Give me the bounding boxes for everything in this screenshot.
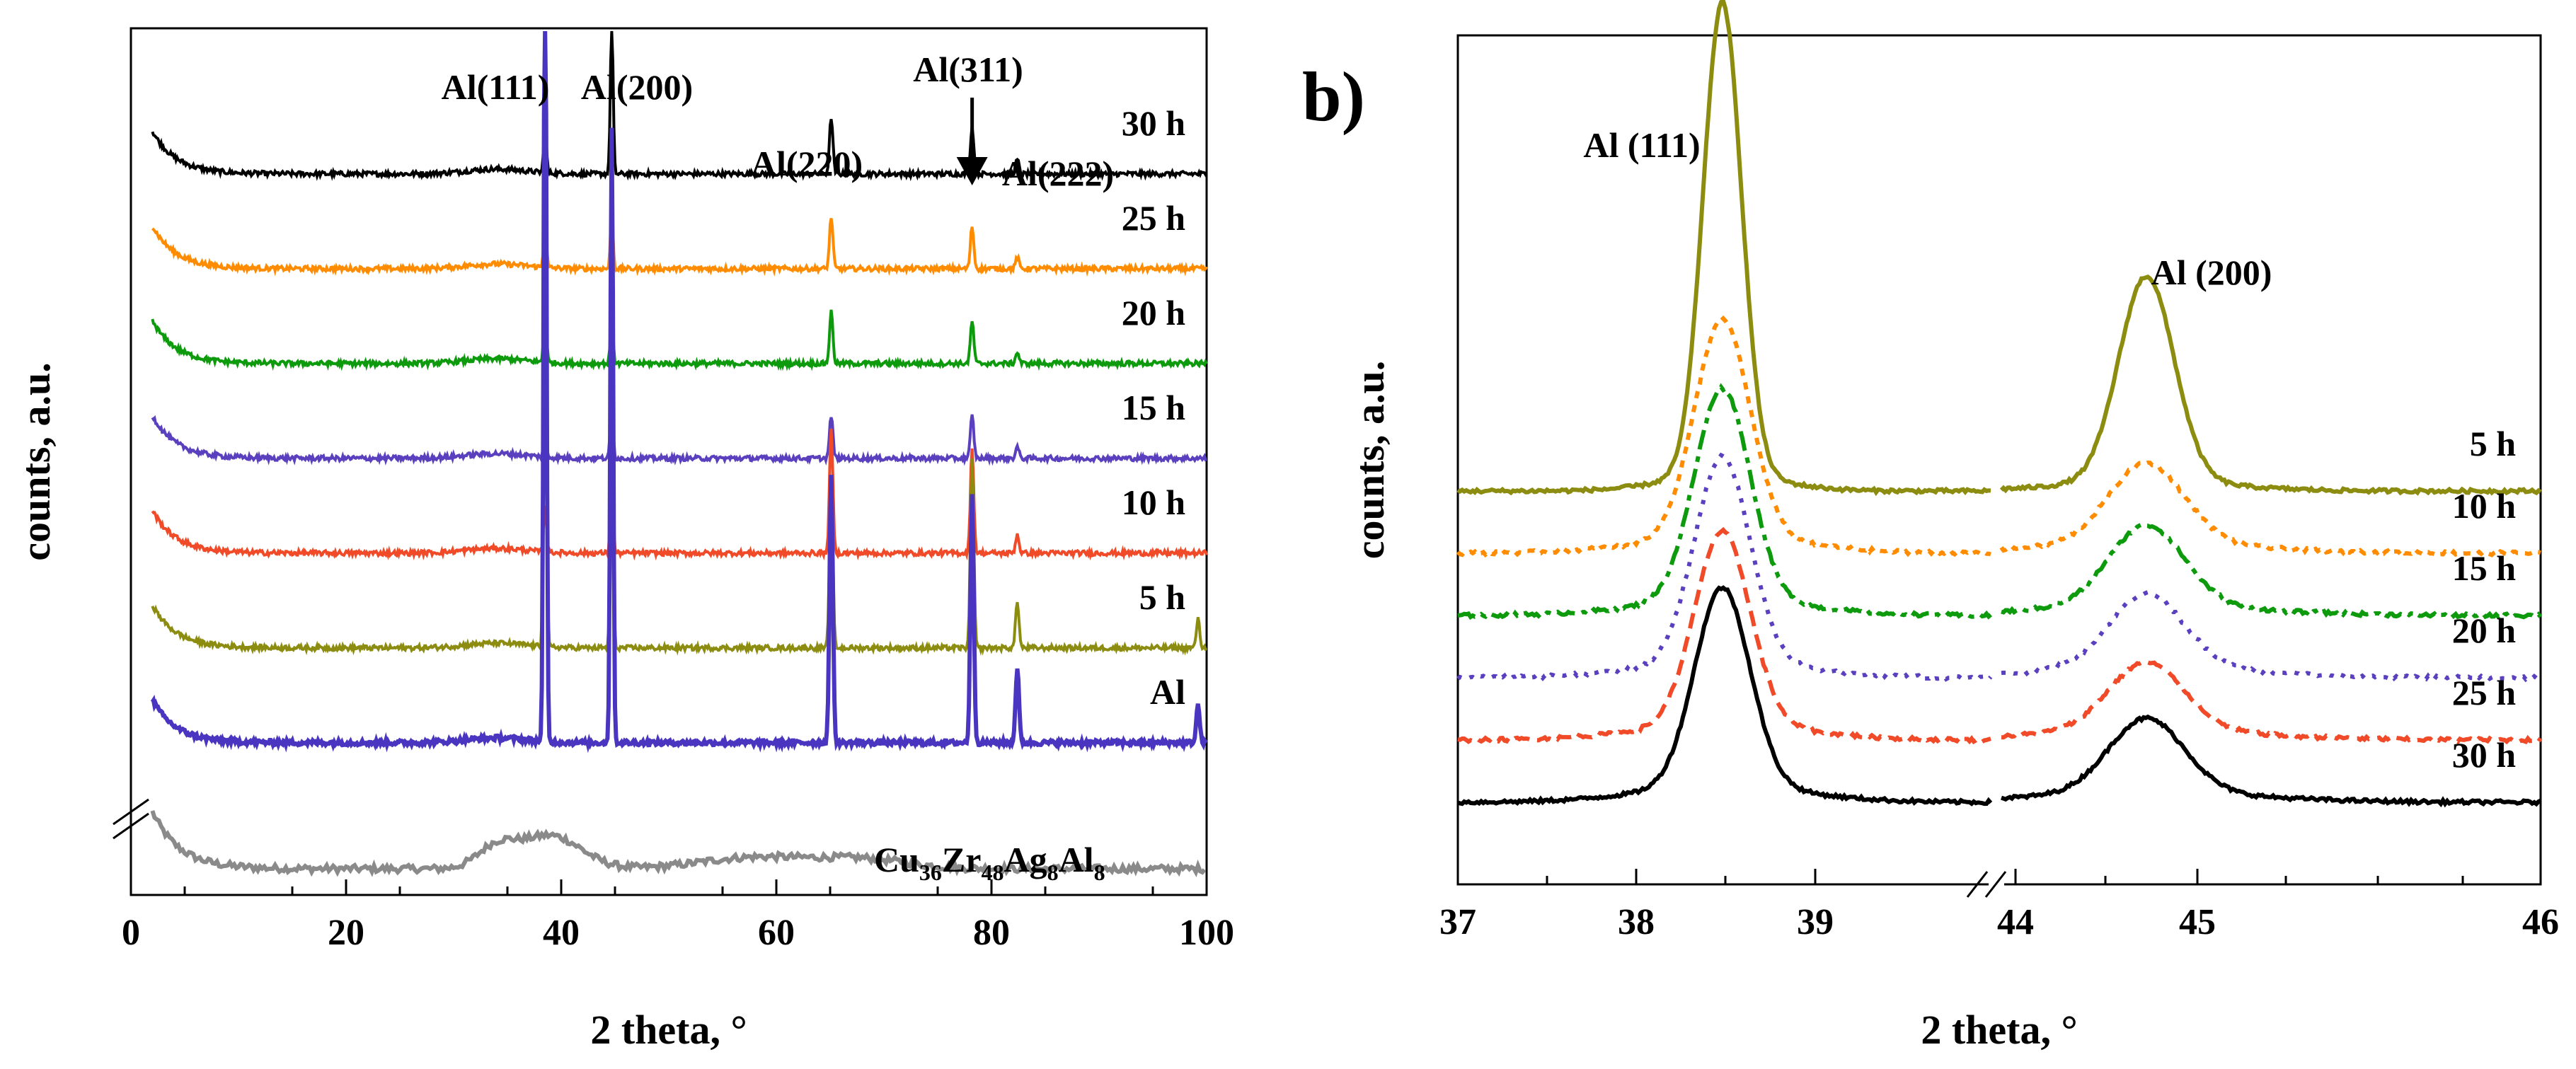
arrow-head-a	[956, 157, 988, 185]
x-tick-label-a: 40	[543, 913, 580, 953]
series-label-Al: Al	[1150, 672, 1185, 712]
series-line-20h	[151, 305, 1208, 371]
axis-break-mark-a	[113, 798, 149, 840]
series-line-30h	[151, 30, 1208, 182]
x-axis-label-b: 2 theta, °	[1921, 1007, 2077, 1053]
x-tick-label-a: 60	[758, 913, 795, 953]
x-tick-label-b: 46	[2522, 902, 2559, 942]
peak-label-a: Al(222)	[1002, 154, 1114, 193]
series-label-b-5h: 5 h	[2470, 424, 2517, 463]
series-line-b-15h-200	[2001, 522, 2543, 620]
series-label-5h: 5 h	[1139, 577, 1186, 617]
series-label-15h: 15 h	[1122, 388, 1186, 427]
panel-b-chart: 37 38 39 44 45 46 2 theta, ° counts, a.u. b) 5 h 1…	[1302, 0, 2559, 1053]
y-axis-label-a: counts, a.u.	[13, 362, 59, 560]
x-tick-label-a: 20	[328, 913, 364, 953]
series-line-amorphous	[150, 810, 1207, 878]
x-tick-label-b: 39	[1797, 902, 1834, 942]
series-line-b-10h-200	[1999, 460, 2541, 558]
x-tick-label-a: 80	[973, 913, 1010, 953]
series-line-Al	[150, 30, 1208, 753]
x-tick-label-b: 38	[1618, 902, 1655, 942]
series-line-b-25h-111	[1457, 526, 1991, 745]
x-tick-label-a: 100	[1179, 913, 1234, 953]
peak-label-b: Al (200)	[2151, 253, 2272, 292]
series-line-b-30h-200	[2001, 714, 2542, 808]
series-label-b-25h: 25 h	[2452, 673, 2517, 712]
axis-break-mark-b	[1966, 871, 2007, 898]
y-axis-label-b: counts, a.u.	[1347, 361, 1393, 559]
series-line-25h	[151, 218, 1208, 277]
peak-label-b: Al (111)	[1583, 125, 1700, 165]
series-line-b-15h-111	[1457, 383, 1992, 620]
x-tick-label-b: 45	[2179, 902, 2216, 942]
panel-a-chart: 0 20 40 60 80 100 2 theta, ° counts, a.u. Cu36Zr…	[13, 27, 1234, 1053]
series-label-b-20h: 20 h	[2452, 611, 2517, 650]
x-axis-label-a: 2 theta, °	[590, 1007, 747, 1053]
series-label-b-15h: 15 h	[2452, 548, 2517, 588]
series-line-15h	[151, 391, 1207, 466]
series-label-10h: 10 h	[1122, 483, 1186, 522]
plot-frame-a	[130, 27, 1208, 896]
x-tick-label-a: 0	[122, 913, 140, 953]
x-tick-label-b: 44	[1997, 902, 2034, 942]
series-line-b-5h-111	[1456, 0, 1991, 497]
panel-label-b: b)	[1302, 57, 1365, 136]
series-label-b-30h: 30 h	[2452, 735, 2517, 775]
series-label-amorphous: Cu36Zr48Ag8Al8	[874, 840, 1105, 885]
series-line-b-5h-200	[1999, 275, 2542, 496]
series-line-10h	[151, 429, 1208, 561]
series-label-b-10h: 10 h	[2452, 486, 2517, 526]
series-line-5h	[151, 171, 1208, 656]
series-label-20h: 20 h	[1122, 293, 1186, 333]
series-line-b-10h-111	[1456, 315, 1991, 558]
series-label-25h: 25 h	[1122, 198, 1186, 238]
peak-label-a: Al(111)	[442, 67, 550, 107]
series-label-30h: 30 h	[1122, 103, 1186, 143]
peak-label-a: Al(200)	[581, 67, 693, 107]
peak-label-a: Al(220)	[751, 144, 863, 183]
peak-label-a: Al(311)	[913, 50, 1023, 89]
x-tick-label-b: 37	[1439, 902, 1476, 942]
series-line-b-25h-200	[2001, 658, 2543, 745]
series-line-b-30h-111	[1456, 585, 1993, 807]
